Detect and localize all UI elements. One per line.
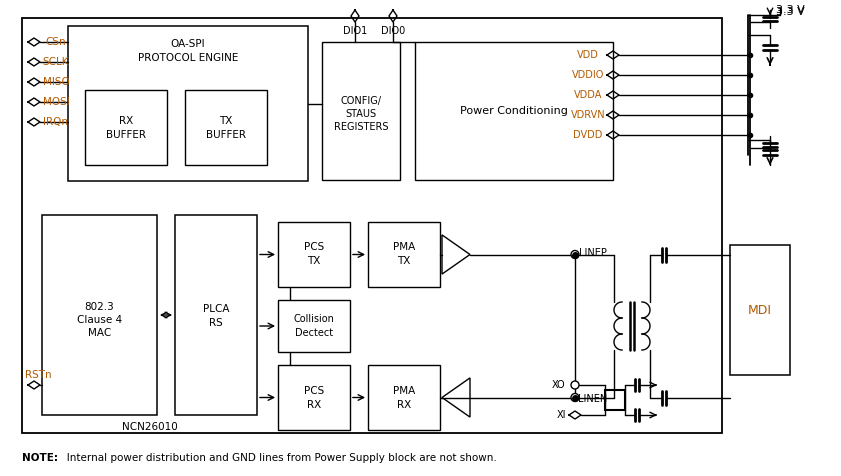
- Text: PCS: PCS: [304, 386, 324, 396]
- Bar: [278, 365, 350, 430]
- Text: XO: XO: [553, 380, 566, 390]
- Text: Clause 4: Clause 4: [77, 315, 122, 325]
- Bar: [730, 245, 790, 375]
- Bar: [368, 365, 440, 430]
- Text: RX: RX: [397, 399, 411, 409]
- Text: OA-SPI: OA-SPI: [171, 39, 205, 49]
- Bar: [605, 390, 625, 410]
- Text: LINEP: LINEP: [579, 248, 607, 258]
- Bar: [22, 18, 722, 433]
- Text: NCN26010: NCN26010: [122, 422, 178, 432]
- Bar: [368, 222, 440, 287]
- Bar: [415, 42, 613, 180]
- Text: TX: TX: [220, 117, 233, 127]
- Circle shape: [571, 394, 579, 401]
- Bar: [175, 215, 257, 415]
- Text: MISO: MISO: [43, 77, 69, 87]
- Text: DVDD: DVDD: [574, 130, 603, 140]
- Text: IRQn: IRQn: [44, 117, 68, 127]
- Text: 3.3 V: 3.3 V: [775, 5, 804, 15]
- Text: CSn: CSn: [45, 37, 66, 47]
- Text: PMA: PMA: [393, 242, 415, 252]
- Text: BUFFER: BUFFER: [106, 130, 146, 140]
- Text: Collision: Collision: [294, 314, 335, 324]
- Text: VDDIO: VDDIO: [572, 70, 604, 80]
- Text: REGISTERS: REGISTERS: [334, 122, 389, 132]
- Bar: [278, 222, 350, 287]
- Bar: [185, 90, 267, 165]
- Text: TX: TX: [307, 257, 320, 267]
- Text: RX: RX: [119, 117, 133, 127]
- Text: BUFFER: BUFFER: [206, 130, 246, 140]
- Text: STAUS: STAUS: [346, 109, 377, 119]
- Text: PCS: PCS: [304, 242, 324, 252]
- Text: Internal power distribution and GND lines from Power Supply block are not shown.: Internal power distribution and GND line…: [57, 453, 497, 463]
- Circle shape: [571, 250, 579, 258]
- Text: RS: RS: [209, 318, 223, 328]
- Text: MOSI: MOSI: [43, 97, 69, 107]
- Text: SCLK: SCLK: [43, 57, 69, 67]
- Text: PMA: PMA: [393, 386, 415, 396]
- Text: MDI: MDI: [748, 304, 772, 317]
- Text: LINEN: LINEN: [579, 395, 608, 405]
- Bar: [42, 215, 157, 415]
- Bar: [278, 300, 350, 352]
- Text: PLCA: PLCA: [203, 304, 230, 314]
- Text: MAC: MAC: [87, 328, 111, 338]
- Text: Power Conditioning: Power Conditioning: [460, 106, 568, 116]
- Text: VDRVN: VDRVN: [571, 110, 606, 120]
- Circle shape: [571, 381, 579, 389]
- Bar: [68, 26, 308, 181]
- Text: DIO1: DIO1: [343, 26, 368, 36]
- Text: 3.3 V: 3.3 V: [775, 7, 804, 17]
- Text: PROTOCOL ENGINE: PROTOCOL ENGINE: [138, 53, 238, 63]
- Text: XI: XI: [556, 410, 566, 420]
- Text: VDD: VDD: [577, 50, 599, 60]
- Text: TX: TX: [397, 257, 410, 267]
- Bar: [85, 90, 167, 165]
- Text: VDDA: VDDA: [574, 90, 602, 100]
- Text: CONFIG/: CONFIG/: [341, 96, 382, 106]
- Text: NOTE:: NOTE:: [22, 453, 58, 463]
- Text: RSTn: RSTn: [24, 370, 51, 380]
- Text: DIO0: DIO0: [381, 26, 405, 36]
- Bar: [322, 42, 400, 180]
- Text: 802.3: 802.3: [85, 302, 114, 312]
- Text: RX: RX: [307, 399, 321, 409]
- Text: Dectect: Dectect: [295, 328, 333, 338]
